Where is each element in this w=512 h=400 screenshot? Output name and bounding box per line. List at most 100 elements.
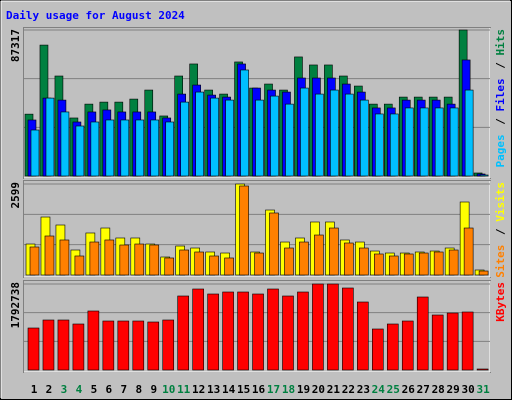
bar xyxy=(44,235,55,276)
bar xyxy=(269,212,279,276)
x-tick-label: 1 xyxy=(31,383,38,396)
bar xyxy=(120,119,130,177)
x-tick-label: 3 xyxy=(61,383,68,396)
bar xyxy=(225,99,234,177)
legend-entry: Pages xyxy=(494,134,507,167)
bar xyxy=(179,249,189,276)
bar xyxy=(449,107,459,177)
x-tick-label: 13 xyxy=(207,383,220,396)
bar xyxy=(255,99,264,177)
x-tick-label: 17 xyxy=(267,383,280,396)
bar xyxy=(222,291,234,371)
bar xyxy=(30,129,40,177)
bar xyxy=(165,121,175,177)
x-tick-label: 6 xyxy=(106,383,113,396)
bar xyxy=(285,103,294,177)
x-tick-label: 25 xyxy=(387,383,400,396)
bar xyxy=(359,247,369,276)
bar xyxy=(104,239,115,276)
bar xyxy=(416,296,429,371)
x-tick-label: 26 xyxy=(402,383,416,396)
x-tick-label: 4 xyxy=(76,383,83,396)
bar xyxy=(74,255,85,276)
bar xyxy=(479,174,489,177)
bar xyxy=(134,243,145,276)
x-tick-label: 31 xyxy=(476,383,490,396)
bar xyxy=(375,113,384,177)
bar xyxy=(132,320,145,371)
bar xyxy=(345,93,354,177)
bar xyxy=(164,257,175,276)
x-tick-label: 19 xyxy=(297,383,310,396)
legend-separator: / xyxy=(494,112,507,132)
y-tick-label: 87317 xyxy=(9,29,22,62)
bar xyxy=(135,119,145,177)
bar xyxy=(237,291,249,371)
legend-entry: Hits xyxy=(494,29,507,56)
bar xyxy=(239,185,249,276)
chart-title: Daily usage for August 2024 xyxy=(6,9,185,22)
bar xyxy=(150,119,160,177)
bar xyxy=(388,255,399,276)
x-tick-label: 18 xyxy=(282,383,295,396)
x-tick-label: 2 xyxy=(46,383,53,396)
bar xyxy=(72,323,85,371)
bar xyxy=(386,323,399,371)
bar xyxy=(312,283,324,371)
bar xyxy=(192,288,204,371)
bar xyxy=(403,253,414,276)
x-tick-label: 30 xyxy=(462,383,475,396)
bar xyxy=(42,319,55,371)
bar xyxy=(330,89,339,177)
x-tick-label: 15 xyxy=(237,383,250,396)
bar xyxy=(207,293,219,371)
x-tick-label: 28 xyxy=(432,383,445,396)
x-tick-label: 11 xyxy=(177,383,191,396)
bar xyxy=(284,247,294,276)
bar xyxy=(434,107,444,177)
bar xyxy=(29,246,40,276)
bar xyxy=(254,252,264,276)
bar xyxy=(431,314,444,371)
bar xyxy=(105,119,115,177)
bar xyxy=(60,111,70,177)
y-tick-label: 1792738 xyxy=(9,282,22,328)
x-tick-label: 29 xyxy=(447,383,460,396)
legend-entry: Visits xyxy=(494,182,507,222)
bar xyxy=(342,287,354,371)
legend-separator: / xyxy=(494,56,507,76)
bar xyxy=(315,93,324,177)
bar xyxy=(448,249,459,276)
bar xyxy=(87,310,100,371)
bar xyxy=(329,227,339,276)
bar xyxy=(270,95,279,177)
bar xyxy=(433,251,444,276)
bar xyxy=(252,293,264,371)
x-tick-label: 12 xyxy=(192,383,205,396)
bar xyxy=(59,239,70,276)
bar xyxy=(282,295,294,371)
bar xyxy=(195,91,204,177)
legend: KBytes xyxy=(494,282,507,322)
y-tick-label: 2599 xyxy=(9,182,22,209)
x-tick-label: 8 xyxy=(135,383,142,396)
bar xyxy=(27,327,40,371)
x-tick-label: 21 xyxy=(327,383,341,396)
x-tick-label: 9 xyxy=(150,383,157,396)
bar xyxy=(210,97,219,177)
bar xyxy=(357,301,369,371)
bar xyxy=(360,99,369,177)
x-tick-label: 5 xyxy=(91,383,98,396)
x-tick-label: 16 xyxy=(252,383,266,396)
bar xyxy=(177,295,189,371)
bar xyxy=(401,320,414,371)
bar xyxy=(344,242,354,276)
bar xyxy=(102,320,115,371)
legend-entry: KBytes xyxy=(494,282,507,322)
x-tick-label: 24 xyxy=(372,383,386,396)
bar xyxy=(297,291,309,371)
bar xyxy=(404,107,414,177)
bar xyxy=(75,125,85,177)
bar xyxy=(419,107,429,177)
